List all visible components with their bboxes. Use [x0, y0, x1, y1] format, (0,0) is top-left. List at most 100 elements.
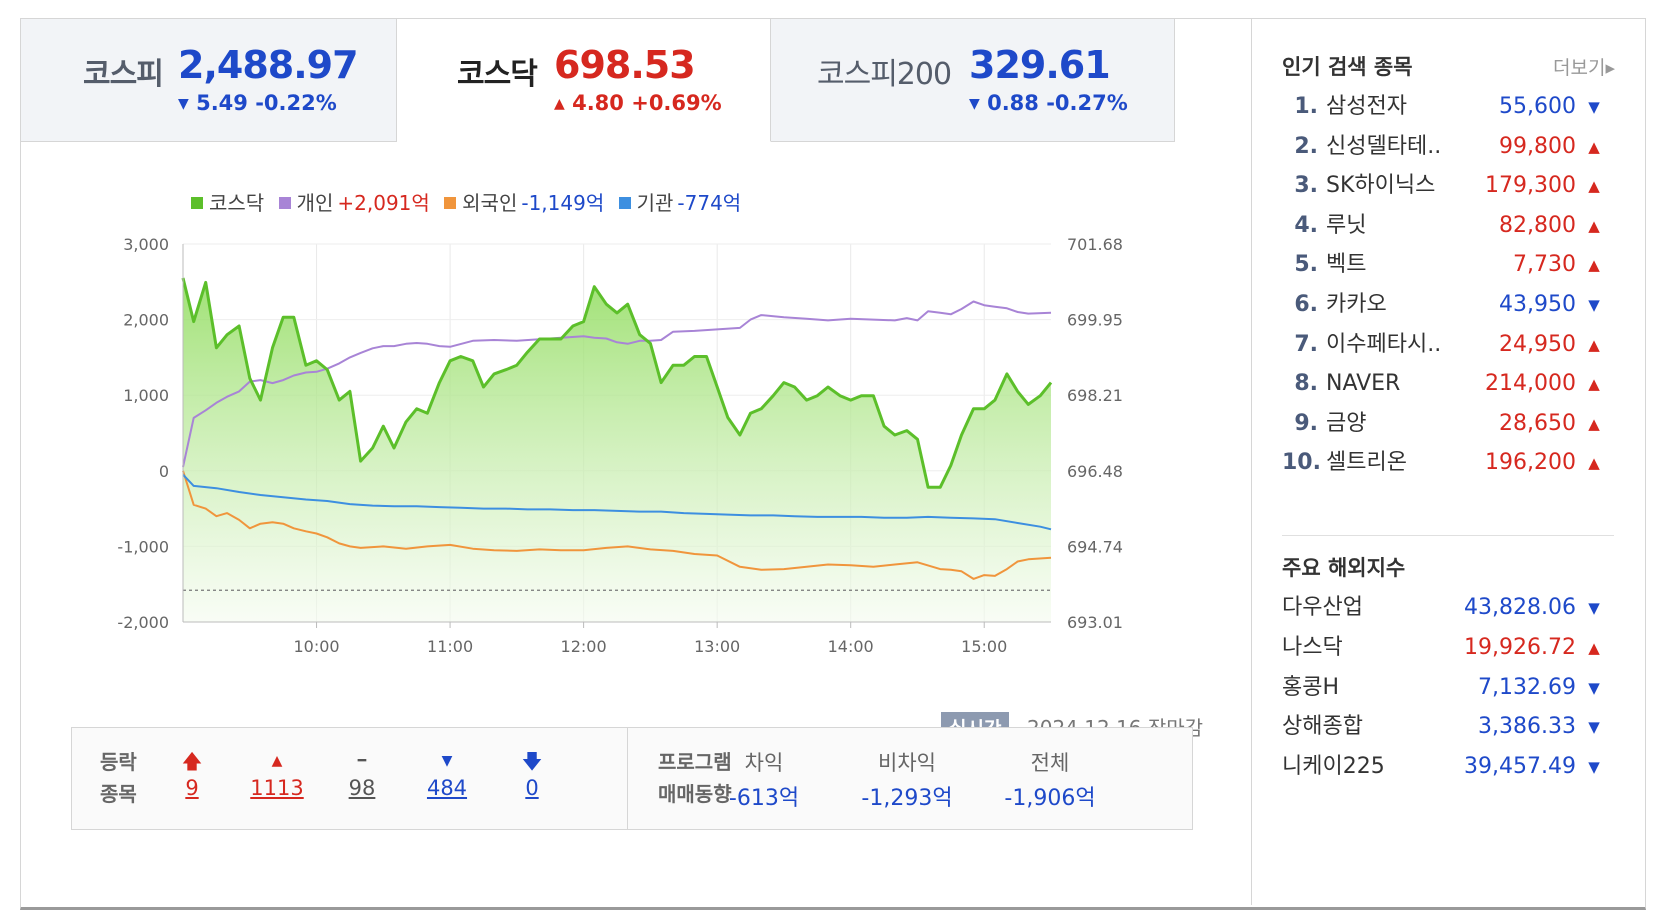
up-triangle-icon: ▲: [1588, 216, 1600, 235]
advance-decline-box: 등락 종목 🡅 9 ▲ 1113 ━ 98 ▼ 484 🡇 0 프로그램 매매동…: [71, 727, 1193, 830]
count-rise[interactable]: ▲ 1113: [247, 746, 307, 800]
legend-foreign[interactable]: 외국인 -1,149억: [444, 187, 608, 216]
stock-name[interactable]: 벡트: [1326, 252, 1367, 278]
tab-kospi200[interactable]: 코스피200 329.61 ▼ 0.88 -0.27%: [771, 19, 1175, 142]
x-tick-label: 11:00: [427, 637, 473, 656]
down-triangle-icon: ▼: [1588, 98, 1600, 116]
index-value: 39,457.49: [1464, 754, 1576, 780]
legend-individual[interactable]: 개인 +2,091억: [278, 187, 434, 216]
count-flat[interactable]: ━ 98: [332, 746, 392, 800]
popular-item[interactable]: 3. SK하이닉스 179,300 ▲: [1282, 166, 1602, 206]
x-tick-label: 13:00: [694, 637, 740, 656]
rank-number: 2.: [1294, 133, 1318, 159]
tab-name: 코스피200: [817, 57, 952, 92]
individual-line: [182, 300, 1052, 468]
popular-item[interactable]: 5. 벡트 7,730 ▲: [1282, 245, 1602, 285]
down-triangle-icon: ▼: [1588, 718, 1600, 737]
rank-number: 10.: [1282, 450, 1321, 476]
overseas-item[interactable]: 홍콩H 7,132.69 ▼: [1282, 668, 1602, 708]
legend-swatch: [618, 197, 631, 209]
count-value[interactable]: 484: [426, 776, 468, 800]
stock-price: 24,950: [1499, 331, 1576, 357]
index-name[interactable]: 상해종합: [1282, 714, 1363, 740]
up-triangle-icon: ▲: [1588, 454, 1600, 473]
stock-name[interactable]: NAVER: [1326, 371, 1401, 397]
count-lower-limit[interactable]: 🡇 0: [502, 746, 562, 800]
up-triangle-icon: ▲: [271, 753, 283, 769]
label-line: 프로그램: [658, 750, 732, 774]
up-triangle-icon: ▲: [1588, 414, 1600, 433]
program-col-value: -613억: [728, 786, 800, 811]
stock-name[interactable]: 카카오: [1326, 292, 1387, 317]
index-name[interactable]: 홍콩H: [1282, 674, 1340, 700]
stock-name[interactable]: 삼성전자: [1326, 94, 1407, 119]
overseas-item[interactable]: 다우산업 43,828.06 ▼: [1282, 588, 1602, 628]
popular-item[interactable]: 9. 금양 28,650 ▲: [1282, 404, 1602, 444]
legend-kosdaq[interactable]: 코스닥: [191, 187, 268, 216]
stock-price: 82,800: [1499, 212, 1576, 238]
stock-price: 7,730: [1513, 252, 1576, 278]
stock-name[interactable]: 이수페타시..: [1326, 331, 1442, 357]
y-right-tick-label: 693.01: [1067, 613, 1123, 632]
popular-item[interactable]: 1. 삼성전자 55,600 ▼: [1282, 87, 1602, 127]
label-line: 등락: [100, 750, 137, 774]
popular-item[interactable]: 8. NAVER 214,000 ▲: [1282, 364, 1602, 404]
tab-value: 698.53: [554, 43, 696, 87]
count-fall[interactable]: ▼ 484: [417, 746, 477, 800]
x-tick-label: 15:00: [961, 637, 1007, 656]
label-line: 종목: [100, 782, 137, 806]
up-triangle-icon: ▲: [1588, 375, 1600, 394]
y-left-tick-label: 2,000: [123, 311, 169, 330]
y-right-tick-label: 698.21: [1067, 386, 1123, 405]
index-name[interactable]: 나스닥: [1282, 634, 1343, 660]
program-trading-label: 프로그램 매매동향: [658, 746, 732, 810]
program-col-label: 전체: [1030, 751, 1070, 775]
popular-item[interactable]: 6. 카카오 43,950 ▼: [1282, 285, 1602, 325]
count-upper-limit[interactable]: 🡅 9: [162, 746, 222, 800]
y-left-tick-label: 0: [159, 462, 169, 481]
count-value[interactable]: 1113: [250, 776, 304, 800]
count-value[interactable]: 98: [348, 776, 376, 800]
popular-item[interactable]: 4. 루닛 82,800 ▲: [1282, 206, 1602, 246]
index-tabs: 코스피 2,488.97 ▼ 5.49 -0.22% 코스닥 698.53 ▲ …: [21, 19, 1249, 142]
popular-item[interactable]: 7. 이수페타시.. 24,950 ▲: [1282, 325, 1602, 365]
up-triangle-icon: ▲: [1588, 638, 1600, 657]
down-triangle-icon: ▼: [1588, 599, 1600, 617]
rank-number: 4.: [1294, 212, 1318, 238]
tab-kospi[interactable]: 코스피 2,488.97 ▼ 5.49 -0.22%: [21, 19, 397, 142]
down-triangle-icon: ▼: [1588, 678, 1600, 697]
stock-name[interactable]: 루닛: [1326, 212, 1367, 238]
more-link[interactable]: 더보기▸: [1553, 57, 1615, 79]
stock-name[interactable]: 금양: [1326, 410, 1367, 436]
overseas-title: 주요 해외지수: [1282, 556, 1406, 580]
stock-price: 55,600: [1499, 94, 1576, 119]
legend-swatch: [191, 197, 203, 209]
stock-name[interactable]: 신성델타테..: [1326, 133, 1442, 159]
stock-name[interactable]: 셀트리온: [1326, 450, 1407, 476]
stock-name[interactable]: SK하이닉스: [1326, 173, 1436, 199]
popular-item[interactable]: 10. 셀트리온 196,200 ▲: [1282, 443, 1602, 483]
kosdaq-investor-chart[interactable]: 3,000 2,000 1,000 0 -1,000 -2,000 701.68 699.95…: [101, 224, 1221, 674]
count-value[interactable]: 9: [185, 776, 199, 800]
overseas-item[interactable]: 상해종합 3,386.33 ▼: [1282, 707, 1602, 747]
overseas-item[interactable]: 나스닥 19,926.72 ▲: [1282, 628, 1602, 668]
tab-kosdaq[interactable]: 코스닥 698.53 ▲ 4.80 +0.69%: [397, 19, 771, 142]
index-name[interactable]: 니케이225: [1282, 754, 1385, 780]
popular-item[interactable]: 2. 신성델타테.. 99,800 ▲: [1282, 127, 1602, 167]
legend-value: -1,149억: [521, 191, 605, 215]
count-value[interactable]: 0: [525, 776, 539, 800]
overseas-item[interactable]: 니케이225 39,457.49 ▼: [1282, 747, 1602, 787]
y-left-tick-label: 1,000: [123, 386, 169, 405]
y-left-tick-label: 3,000: [123, 235, 169, 254]
tab-value: 329.61: [969, 43, 1111, 87]
y-right-tick-label: 694.74: [1067, 537, 1123, 556]
tab-change: ▼ 0.88 -0.27%: [969, 91, 1128, 115]
legend-institution[interactable]: 기관 -774억: [618, 187, 746, 216]
tab-change-text: 0.88 -0.27%: [987, 91, 1128, 115]
legend-label: 코스닥: [209, 191, 265, 215]
index-name[interactable]: 다우산업: [1282, 595, 1363, 620]
stock-price: 43,950: [1499, 292, 1576, 317]
flat-dash-icon: ━: [357, 753, 367, 769]
rank-number: 7.: [1294, 331, 1318, 357]
index-value: 43,828.06: [1464, 595, 1576, 620]
